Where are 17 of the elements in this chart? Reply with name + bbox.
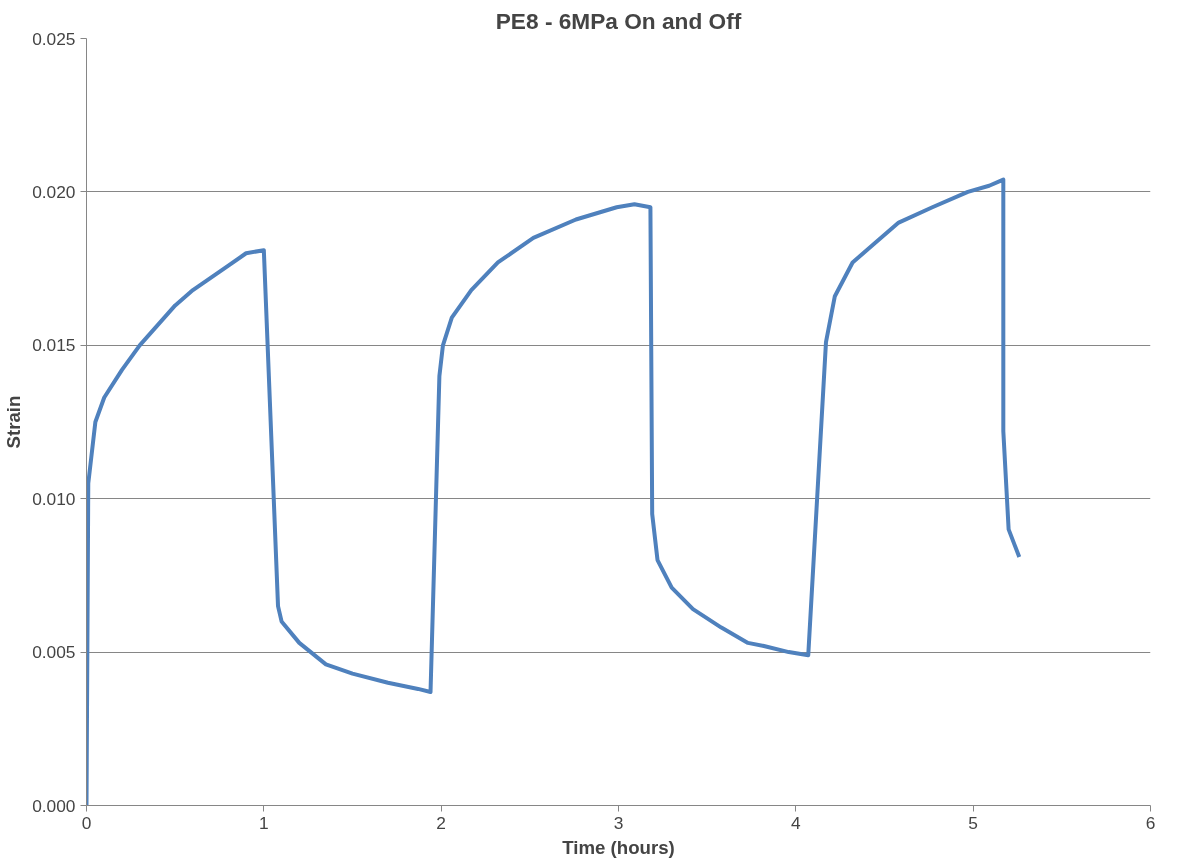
x-tick-label: 0 [81, 812, 92, 833]
x-axis-title: Time (hours) [562, 836, 675, 858]
y-tick-label: 0.000 [32, 795, 76, 816]
y-tick-label: 0.025 [32, 28, 76, 49]
y-tick-label: 0.015 [32, 335, 76, 356]
y-tick-label: 0.010 [32, 488, 76, 509]
x-tick-label: 5 [968, 812, 978, 833]
chart-title: PE8 - 6MPa On and Off [495, 7, 742, 34]
y-axis-title: Strain [3, 395, 25, 449]
x-tick-label: 2 [436, 812, 446, 833]
x-tick-label: 4 [791, 812, 802, 833]
x-tick-label: 3 [613, 812, 624, 833]
y-tick-label: 0.020 [32, 181, 76, 202]
line-series [86, 177, 1022, 806]
y-tick-label: 0.005 [32, 642, 76, 663]
x-tick-label: 6 [1145, 812, 1156, 833]
x-tick-label: 1 [259, 812, 269, 833]
